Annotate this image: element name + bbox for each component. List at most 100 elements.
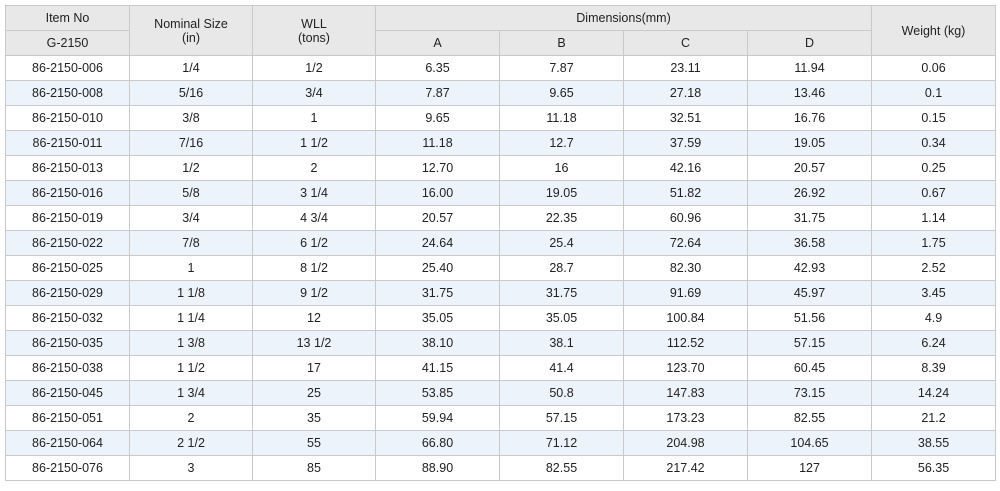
wll-cell: 12 [252,305,376,331]
dim-b-cell: 28.7 [499,255,624,281]
wll-cell: 25 [252,380,376,406]
wll-cell: 17 [252,355,376,381]
wll-cell: 1 1/2 [252,130,376,156]
item-no-cell: 86-2150-064 [5,430,130,456]
header-dim-c: C [623,30,748,56]
item-no-cell: 86-2150-019 [5,205,130,231]
dim-a-cell: 35.05 [375,305,500,331]
dim-a-cell: 6.35 [375,55,500,81]
dim-d-cell: 60.45 [746,355,873,381]
weight-cell: 2.52 [871,255,997,281]
item-no-cell: 86-2150-035 [5,330,130,356]
dim-c-cell: 91.69 [623,280,748,306]
table-row: 86-2150-016 5/8 3 1/4 16.00 19.05 51.82 26.92 0… [5,180,997,206]
weight-cell: 0.67 [871,180,997,206]
spec-table: Item No Nominal Size (in) WLL (tons) Dim… [5,5,997,481]
item-no-cell: 86-2150-006 [5,55,130,81]
dim-b-cell: 12.7 [499,130,624,156]
nominal-size-cell: 1 3/8 [129,330,253,356]
item-no-cell: 86-2150-038 [5,355,130,381]
dim-d-cell: 26.92 [746,180,873,206]
dim-c-cell: 72.64 [623,230,748,256]
nominal-size-cell: 3/8 [129,105,253,131]
header-item-code: G-2150 [5,30,130,56]
wll-cell: 3/4 [252,80,376,106]
dim-c-cell: 51.82 [623,180,748,206]
item-no-cell: 86-2150-045 [5,380,130,406]
item-no-cell: 86-2150-011 [5,130,130,156]
table-row: 86-2150-013 1/2 2 12.70 16 42.16 20.57 0.25 [5,155,997,181]
dim-b-cell: 9.65 [499,80,624,106]
dim-d-cell: 104.65 [746,430,873,456]
dim-a-cell: 25.40 [375,255,500,281]
dim-d-cell: 57.15 [746,330,873,356]
table-row: 86-2150-045 1 3/4 25 53.85 50.8 147.83 73.15 14… [5,380,997,406]
nominal-size-cell: 7/16 [129,130,253,156]
dim-b-cell: 38.1 [499,330,624,356]
dim-b-cell: 11.18 [499,105,624,131]
dim-c-cell: 112.52 [623,330,748,356]
item-no-cell: 86-2150-008 [5,80,130,106]
item-no-cell: 86-2150-013 [5,155,130,181]
dim-d-cell: 127 [746,455,873,481]
weight-cell: 0.1 [871,80,997,106]
wll-cell: 55 [252,430,376,456]
table-row: 86-2150-006 1/4 1/2 6.35 7.87 23.11 11.94 0.06 [5,55,997,81]
weight-cell: 1.14 [871,205,997,231]
dim-a-cell: 53.85 [375,380,500,406]
dim-d-cell: 45.97 [746,280,873,306]
nominal-size-cell: 1/2 [129,155,253,181]
nominal-size-cell: 2 1/2 [129,430,253,456]
table-row: 86-2150-051 2 35 59.94 57.15 173.23 82.55 21.2 [5,405,997,431]
nominal-size-cell: 1 1/8 [129,280,253,306]
table-row: 86-2150-029 1 1/8 9 1/2 31.75 31.75 91.69 45.9… [5,280,997,306]
dim-b-cell: 7.87 [499,55,624,81]
wll-cell: 8 1/2 [252,255,376,281]
dim-a-cell: 59.94 [375,405,500,431]
dim-a-cell: 16.00 [375,180,500,206]
table-row: 86-2150-010 3/8 1 9.65 11.18 32.51 16.76 0.15 [5,105,997,131]
wll-cell: 1/2 [252,55,376,81]
nominal-size-cell: 2 [129,405,253,431]
weight-cell: 3.45 [871,280,997,306]
table-row: 86-2150-032 1 1/4 12 35.05 35.05 100.84 51.56 4… [5,305,997,331]
dim-b-cell: 16 [499,155,624,181]
header-dim-b: B [499,30,624,56]
wll-cell: 3 1/4 [252,180,376,206]
table-row: 86-2150-035 1 3/8 13 1/2 38.10 38.1 112.52 57.… [5,330,997,356]
dim-a-cell: 41.15 [375,355,500,381]
item-no-cell: 86-2150-051 [5,405,130,431]
table-row: 86-2150-064 2 1/2 55 66.80 71.12 204.98 104.65… [5,430,997,456]
dim-d-cell: 20.57 [746,155,873,181]
wll-cell: 1 [252,105,376,131]
weight-cell: 6.24 [871,330,997,356]
nominal-size-cell: 1 3/4 [129,380,253,406]
table-row: 86-2150-076 3 85 88.90 82.55 217.42 127 56.35 [5,455,997,481]
dim-b-cell: 71.12 [499,430,624,456]
dim-c-cell: 147.83 [623,380,748,406]
dim-a-cell: 88.90 [375,455,500,481]
dim-d-cell: 73.15 [746,380,873,406]
header-dimensions: Dimensions(mm) [374,5,873,31]
dim-b-cell: 19.05 [499,180,624,206]
dim-a-cell: 11.18 [375,130,500,156]
nominal-size-cell: 5/8 [129,180,253,206]
dim-b-cell: 57.15 [499,405,624,431]
dim-c-cell: 82.30 [623,255,748,281]
dim-c-cell: 204.98 [623,430,748,456]
dim-d-cell: 42.93 [746,255,873,281]
dim-b-cell: 22.35 [499,205,624,231]
dim-a-cell: 9.65 [375,105,500,131]
wll-cell: 2 [252,155,376,181]
dim-a-cell: 12.70 [375,155,500,181]
dim-d-cell: 19.05 [746,130,873,156]
dim-d-cell: 31.75 [746,205,873,231]
table-row: 86-2150-019 3/4 4 3/4 20.57 22.35 60.96 31.75 1… [5,205,997,231]
dim-a-cell: 24.64 [375,230,500,256]
nominal-size-cell: 1 1/4 [129,305,253,331]
header-wll-label: WLL [301,16,327,31]
item-no-cell: 86-2150-025 [5,255,130,281]
dim-b-cell: 35.05 [499,305,624,331]
dim-b-cell: 41.4 [499,355,624,381]
dim-c-cell: 37.59 [623,130,748,156]
